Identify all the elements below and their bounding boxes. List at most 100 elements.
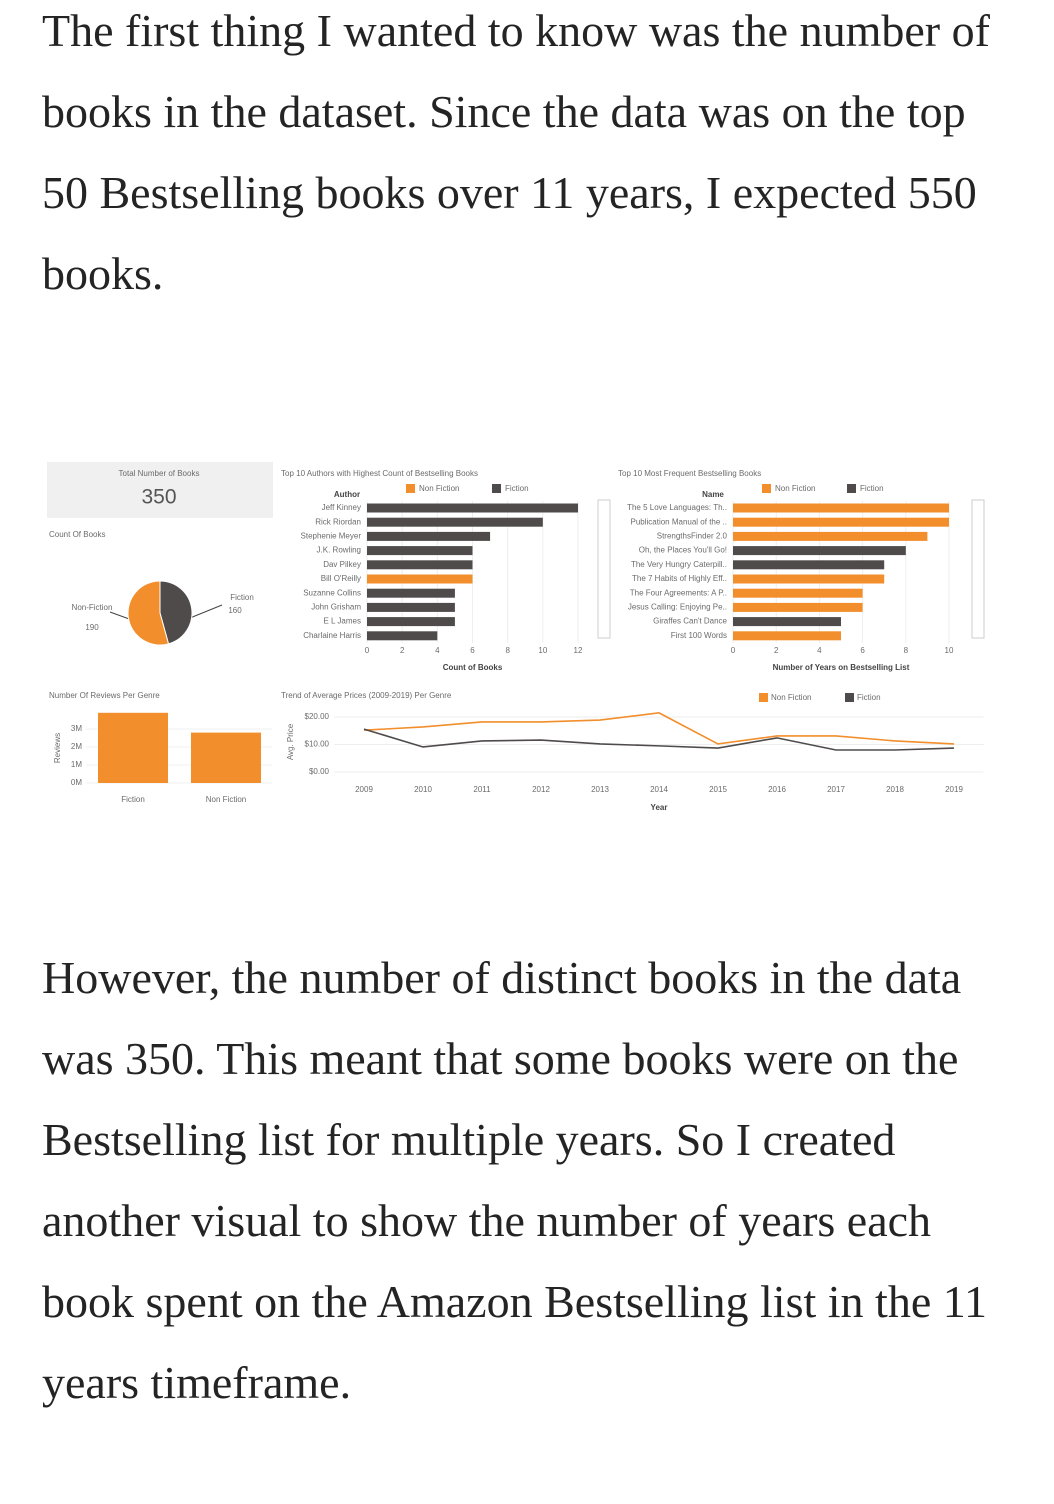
x-tick-label: 2015 — [709, 785, 727, 794]
line — [363, 728, 955, 751]
x-tick-label: 2014 — [650, 785, 668, 794]
y-tick-label: Bill O'Reilly — [321, 574, 361, 583]
bar — [367, 631, 438, 641]
bar — [367, 574, 473, 584]
bar — [733, 574, 885, 584]
x-tick-label: 2012 — [532, 785, 550, 794]
y-tick-label: 1M — [71, 760, 82, 769]
paragraph: The first thing I wanted to know was the… — [42, 5, 990, 299]
dashboard: Total Number of Books 350 Count Of Books No… — [47, 462, 985, 812]
x-tick-label: 2019 — [945, 785, 963, 794]
legend-swatch — [492, 484, 501, 493]
bar — [733, 602, 863, 612]
bar — [733, 503, 949, 513]
y-tick-label: Charlaine Harris — [303, 631, 361, 640]
axis-title: Name — [702, 490, 724, 499]
x-tick-label: 0 — [365, 646, 370, 655]
x-tick-label: 2 — [400, 646, 405, 655]
x-tick-label: 6 — [860, 646, 865, 655]
y-tick-label: Dav Pilkey — [323, 560, 361, 569]
leader-line — [189, 604, 223, 619]
legend-swatch — [845, 693, 854, 702]
x-tick-label: 2011 — [473, 785, 491, 794]
y-tick-label: 0M — [71, 778, 82, 787]
axis-title: Count of Books — [443, 663, 503, 672]
x-tick-label: 2 — [774, 646, 779, 655]
line — [363, 712, 955, 745]
x-tick-label: 8 — [505, 646, 510, 655]
y-tick-label: John Grisham — [311, 603, 361, 612]
legend-label: Fiction — [505, 484, 529, 493]
kpi-title: Total Number of Books — [119, 469, 200, 478]
x-tick-label: 2018 — [886, 785, 904, 794]
pie-label: Fiction — [230, 593, 254, 602]
bar — [367, 617, 455, 627]
paragraph: However, the number of distinct books in… — [42, 952, 988, 1408]
axis-title: Number of Years on Bestselling List — [773, 663, 910, 672]
y-tick-label: The 7 Habits of Highly Eff.. — [632, 574, 727, 583]
pie-label: Non-Fiction — [72, 603, 113, 612]
chart-title: Number Of Reviews Per Genre — [49, 691, 160, 700]
kpi-value: 350 — [141, 486, 176, 509]
legend-label: Non Fiction — [775, 484, 815, 493]
legend-label: Non Fiction — [771, 693, 811, 702]
y-tick-label: Jesus Calling: Enjoying Pe.. — [628, 603, 727, 612]
y-tick-label: 3M — [71, 724, 82, 733]
scrollbar — [971, 499, 985, 639]
bar — [733, 546, 906, 556]
y-tick-label: Suzanne Collins — [303, 588, 361, 597]
chart-title: Top 10 Most Frequent Bestselling Books — [618, 469, 761, 478]
bar — [98, 712, 168, 783]
y-tick-label: Giraffes Can't Dance — [653, 617, 727, 626]
y-tick-label: StrengthsFinder 2.0 — [657, 532, 728, 541]
bar — [191, 732, 261, 783]
axis-title: Year — [651, 803, 668, 812]
x-tick-label: 4 — [817, 646, 822, 655]
legend-swatch — [762, 484, 771, 493]
y-tick-label: Jeff Kinney — [322, 503, 361, 512]
axis-title: Author — [334, 490, 360, 499]
bar — [367, 546, 473, 556]
bar — [367, 503, 578, 513]
x-tick-label: Non Fiction — [206, 795, 246, 804]
y-tick-label: E L James — [324, 617, 362, 626]
pie-value: 160 — [228, 606, 242, 615]
pie-slice — [159, 580, 193, 645]
axis-title: Avg. Price — [286, 723, 295, 760]
pie-slice — [127, 580, 170, 646]
bar — [367, 531, 491, 541]
bar — [367, 588, 455, 598]
chart-title: Top 10 Authors with Highest Count of Bes… — [281, 469, 478, 478]
y-tick-label: The Four Agreements: A P.. — [630, 588, 727, 597]
legend-label: Non Fiction — [419, 484, 459, 493]
bar — [733, 531, 928, 541]
x-tick-label: 8 — [904, 646, 909, 655]
bar — [367, 517, 543, 527]
legend-label: Fiction — [857, 693, 881, 702]
kpi-box — [47, 462, 273, 518]
y-tick-label: The Very Hungry Caterpill.. — [631, 560, 727, 569]
axis-title: Reviews — [53, 733, 62, 763]
y-tick-label: Rick Riordan — [315, 517, 361, 526]
x-tick-label: Fiction — [121, 795, 145, 804]
x-tick-label: 2016 — [768, 785, 786, 794]
bar — [733, 617, 841, 627]
legend-swatch — [759, 693, 768, 702]
bar — [733, 588, 863, 598]
bar — [367, 602, 455, 612]
x-tick-label: 12 — [574, 646, 583, 655]
bar — [733, 517, 949, 527]
pie-value: 190 — [85, 623, 99, 632]
x-tick-label: 2010 — [414, 785, 432, 794]
x-tick-label: 2017 — [827, 785, 845, 794]
y-tick-label: $20.00 — [305, 712, 330, 721]
legend-label: Fiction — [860, 484, 884, 493]
scrollbar — [597, 499, 611, 639]
bar — [367, 560, 473, 570]
y-tick-label: Publication Manual of the .. — [630, 517, 727, 526]
x-tick-label: 2013 — [591, 785, 609, 794]
x-tick-label: 6 — [470, 646, 475, 655]
y-tick-label: J.K. Rowling — [317, 546, 361, 555]
bar — [733, 631, 841, 641]
